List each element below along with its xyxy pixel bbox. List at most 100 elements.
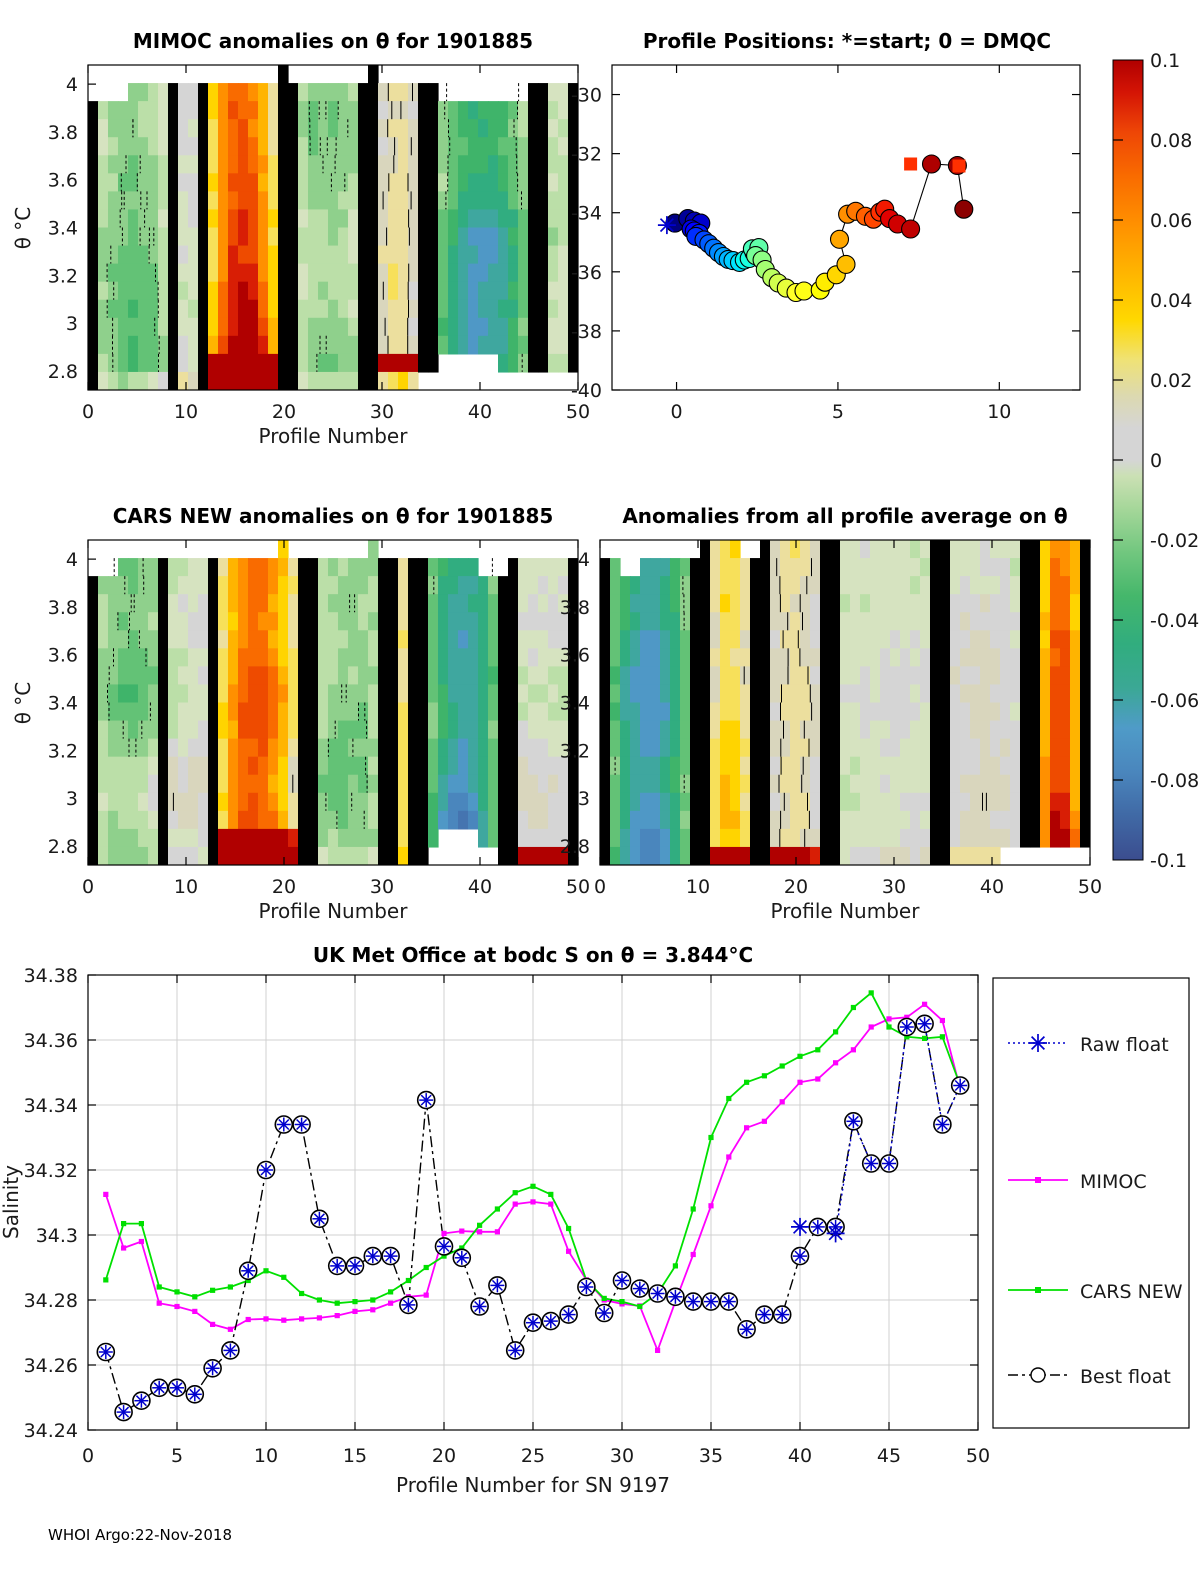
data-point-mimoc[interactable] [192, 1308, 198, 1314]
data-point-mimoc[interactable] [939, 1017, 945, 1024]
data-point-cars-new[interactable] [690, 1206, 696, 1212]
profile-position-marker[interactable] [954, 199, 974, 219]
data-point-mimoc[interactable] [886, 1016, 892, 1022]
data-point-cars-new[interactable] [833, 1029, 839, 1035]
data-point-mimoc[interactable] [726, 1154, 732, 1160]
profile-position-marker[interactable] [836, 254, 856, 274]
data-point-mimoc[interactable] [833, 1060, 839, 1066]
data-point-cars-new[interactable] [904, 1034, 910, 1040]
data-point-best-float[interactable] [327, 1256, 347, 1276]
dmqc-marker[interactable] [904, 157, 918, 171]
data-point-best-float[interactable] [683, 1292, 703, 1311]
data-point-best-float[interactable] [310, 1209, 329, 1229]
data-point-best-float[interactable] [221, 1341, 240, 1360]
data-point-best-float[interactable] [488, 1276, 507, 1295]
data-point-best-float[interactable] [772, 1305, 792, 1324]
data-point-mimoc[interactable] [904, 1014, 910, 1020]
data-point-mimoc[interactable] [299, 1316, 305, 1322]
data-point-best-float[interactable] [897, 1017, 917, 1037]
data-point-best-float[interactable] [594, 1303, 614, 1323]
data-point-best-float[interactable] [719, 1292, 739, 1311]
data-point-mimoc[interactable] [815, 1076, 821, 1082]
data-point-best-float[interactable] [96, 1342, 116, 1362]
data-point-mimoc[interactable] [477, 1229, 483, 1235]
data-point-mimoc[interactable] [744, 1125, 750, 1131]
data-point-cars-new[interactable] [459, 1245, 465, 1251]
data-point-raw-float[interactable] [825, 1223, 846, 1244]
data-point-mimoc[interactable] [370, 1307, 376, 1313]
data-point-best-float[interactable] [238, 1261, 258, 1281]
data-point-mimoc[interactable] [121, 1245, 127, 1251]
data-point-best-float[interactable] [274, 1115, 294, 1134]
data-point-mimoc[interactable] [388, 1300, 394, 1306]
data-point-cars-new[interactable] [815, 1047, 821, 1053]
data-point-cars-new[interactable] [370, 1297, 376, 1303]
data-point-best-float[interactable] [808, 1217, 828, 1237]
legend-label-mimoc[interactable]: MIMOC [1080, 1171, 1147, 1193]
data-point-best-float[interactable] [577, 1277, 596, 1297]
data-point-mimoc[interactable] [263, 1316, 269, 1322]
data-point-cars-new[interactable] [939, 1034, 945, 1040]
data-point-cars-new[interactable] [227, 1284, 233, 1290]
data-point-best-float[interactable] [950, 1076, 970, 1095]
data-point-best-float[interactable] [541, 1311, 561, 1331]
legend-label-cars-new[interactable]: CARS NEW [1080, 1281, 1183, 1303]
data-point-best-float[interactable] [399, 1295, 418, 1315]
data-point-best-float[interactable] [648, 1284, 667, 1303]
data-point-mimoc[interactable] [352, 1308, 358, 1314]
data-point-cars-new[interactable] [103, 1277, 109, 1283]
data-point-mimoc[interactable] [761, 1118, 767, 1124]
data-point-best-float[interactable] [612, 1271, 632, 1290]
data-point-cars-new[interactable] [210, 1287, 216, 1293]
data-point-best-float[interactable] [915, 1014, 934, 1034]
profile-position-marker[interactable] [829, 229, 850, 249]
data-point-mimoc[interactable] [708, 1203, 714, 1209]
data-point-mimoc[interactable] [548, 1201, 554, 1207]
data-point-mimoc[interactable] [797, 1079, 803, 1085]
data-point-cars-new[interactable] [548, 1191, 554, 1197]
data-point-cars-new[interactable] [868, 990, 874, 996]
data-point-cars-new[interactable] [761, 1073, 767, 1079]
dmqc-marker[interactable] [952, 159, 966, 173]
data-point-mimoc[interactable] [334, 1313, 340, 1319]
data-point-cars-new[interactable] [316, 1297, 322, 1303]
data-point-best-float[interactable] [879, 1154, 899, 1173]
data-point-mimoc[interactable] [850, 1047, 856, 1053]
data-point-mimoc[interactable] [530, 1199, 536, 1205]
data-point-raw-float[interactable] [790, 1217, 810, 1237]
data-point-mimoc[interactable] [245, 1316, 251, 1323]
data-point-best-float[interactable] [933, 1115, 952, 1134]
data-point-cars-new[interactable] [245, 1277, 251, 1284]
data-point-mimoc[interactable] [512, 1201, 518, 1207]
data-point-best-float[interactable] [861, 1154, 881, 1173]
data-point-mimoc[interactable] [459, 1228, 465, 1234]
data-point-cars-new[interactable] [637, 1303, 643, 1310]
data-point-cars-new[interactable] [138, 1221, 144, 1227]
data-point-mimoc[interactable] [227, 1326, 233, 1332]
data-point-cars-new[interactable] [601, 1295, 607, 1301]
profile-position-marker[interactable] [794, 281, 814, 301]
data-point-cars-new[interactable] [121, 1221, 127, 1227]
data-point-cars-new[interactable] [726, 1095, 732, 1102]
data-point-best-float[interactable] [790, 1246, 810, 1266]
data-point-cars-new[interactable] [405, 1277, 411, 1284]
data-point-best-float[interactable] [505, 1341, 525, 1360]
data-point-mimoc[interactable] [210, 1321, 216, 1327]
data-point-cars-new[interactable] [619, 1299, 625, 1305]
data-point-cars-new[interactable] [779, 1063, 785, 1069]
data-point-mimoc[interactable] [316, 1315, 322, 1321]
data-point-cars-new[interactable] [708, 1134, 714, 1141]
data-point-cars-new[interactable] [566, 1225, 572, 1232]
data-point-best-float[interactable] [292, 1115, 311, 1134]
data-point-best-float[interactable] [381, 1246, 400, 1266]
profile-position-marker[interactable] [921, 154, 942, 174]
data-point-best-float[interactable] [132, 1391, 151, 1410]
data-point-cars-new[interactable] [850, 1004, 856, 1011]
data-point-best-float[interactable] [434, 1237, 454, 1256]
data-point-best-float[interactable] [737, 1320, 756, 1339]
data-point-cars-new[interactable] [174, 1289, 180, 1295]
data-point-cars-new[interactable] [477, 1222, 483, 1228]
data-point-best-float[interactable] [470, 1297, 489, 1316]
data-point-best-float[interactable] [256, 1160, 276, 1180]
